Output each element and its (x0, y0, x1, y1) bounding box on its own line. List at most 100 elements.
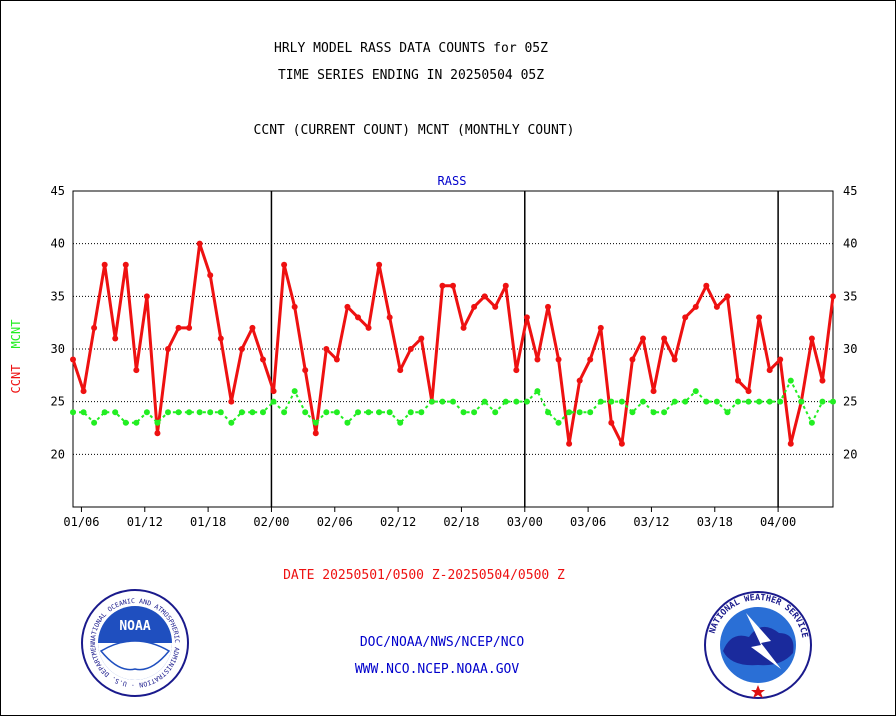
mcnt-point (608, 398, 615, 405)
ccnt-point (735, 377, 741, 384)
mcnt-point (207, 409, 214, 416)
website-link[interactable]: WWW.NCO.NCEP.NOAA.GOV (355, 662, 520, 677)
ccnt-point (80, 388, 87, 395)
mcnt-point (692, 388, 699, 395)
ccnt-point (724, 293, 731, 300)
mcnt-point (671, 398, 678, 405)
ccnt-point (418, 335, 425, 342)
ccnt-point (143, 293, 150, 300)
org-path-label: DOC/NOAA/NWS/NCEP/NCO (360, 635, 525, 650)
grid-layer (73, 243, 833, 455)
ccnt-point (576, 377, 583, 384)
mcnt-point (587, 409, 594, 416)
y-tick-label-left: 35 (51, 289, 65, 303)
ccnt-point (228, 398, 235, 405)
mcnt-point (365, 409, 372, 416)
series-layer (70, 240, 836, 447)
mcnt-point (819, 398, 826, 405)
ccnt-point (260, 356, 266, 363)
mcnt-point (597, 398, 604, 405)
mcnt-point (787, 377, 794, 384)
mcnt-point (798, 398, 805, 405)
mcnt-point (724, 409, 731, 416)
mcnt-point (513, 398, 520, 405)
ccnt-point (91, 324, 98, 331)
mcnt-point (70, 409, 76, 416)
ccnt-point (217, 335, 224, 342)
mcnt-point (112, 409, 119, 416)
date-range-label: DATE 20250501/0500 Z-20250504/0500 Z (283, 568, 565, 583)
y-tick-label-right: 25 (843, 395, 857, 409)
ccnt-point (555, 356, 562, 363)
ccnt-point (133, 367, 140, 374)
mcnt-point (270, 398, 277, 405)
ccnt-point (291, 303, 298, 310)
ccnt-point (112, 335, 119, 342)
mcnt-point (122, 419, 129, 426)
mcnt-point (407, 409, 414, 416)
ccnt-point (376, 261, 383, 268)
y-tick-label-left: 30 (51, 342, 65, 356)
mcnt-point (502, 398, 509, 405)
mcnt-point (355, 409, 361, 416)
ccnt-point (249, 324, 256, 331)
x-tick-label: 02/12 (380, 515, 416, 529)
x-tick-label: 02/06 (317, 515, 353, 529)
x-tick-label: 04/00 (760, 515, 796, 529)
ccnt-point (682, 314, 689, 321)
ccnt-point (608, 419, 615, 426)
ccnt-point (333, 356, 340, 363)
x-tick-label: 03/00 (507, 515, 543, 529)
mcnt-point (186, 409, 193, 416)
mcnt-point (323, 409, 330, 416)
ccnt-point (101, 261, 108, 268)
ccnt-point (545, 303, 551, 310)
ccnt-point (407, 346, 414, 352)
mcnt-point (428, 398, 435, 405)
chart-title-line1: HRLY MODEL RASS DATA COUNTS for 05Z (274, 41, 548, 56)
ccnt-point (302, 367, 309, 374)
mcnt-point (555, 419, 562, 426)
nws-lightning-icon (746, 613, 781, 669)
ccnt-point (492, 303, 499, 310)
mcnt-point (640, 398, 646, 405)
mcnt-point (661, 409, 668, 416)
ccnt-point (597, 324, 604, 331)
ccnt-point (629, 356, 636, 363)
mcnt-point (217, 409, 224, 416)
ccnt-point (650, 388, 657, 395)
noaa-bird-icon (99, 640, 171, 671)
mcnt-point (333, 409, 340, 416)
mcnt-point (439, 398, 446, 405)
ccnt-point (70, 356, 76, 363)
mcnt-point (756, 398, 763, 405)
ccnt-point (471, 303, 478, 310)
x-tick-label: 02/00 (253, 515, 289, 529)
ccnt-point (386, 314, 393, 321)
y-tick-label-left: 20 (51, 447, 65, 461)
ccnt-point (703, 282, 710, 289)
mcnt-point (523, 398, 530, 405)
mcnt-point (91, 419, 98, 426)
ccnt-point (365, 324, 372, 331)
mcnt-point (143, 409, 150, 416)
ccnt-point (175, 324, 182, 331)
mcnt-point (397, 419, 404, 426)
x-tick-label: 01/12 (127, 515, 163, 529)
y-tick-label-left: 45 (51, 184, 65, 198)
mcnt-point (281, 409, 288, 416)
ccnt-point (207, 272, 214, 279)
noaa-logo-text: NOAA (119, 619, 150, 634)
mcnt-point (80, 409, 87, 416)
x-tick-label: 03/06 (570, 515, 606, 529)
mcnt-point (154, 419, 161, 426)
y-tick-label-left: 25 (51, 395, 65, 409)
mcnt-point (650, 409, 657, 416)
y-tick-label-right: 20 (843, 447, 857, 461)
ccnt-point (502, 282, 509, 289)
ccnt-point (661, 335, 668, 342)
ccnt-point (312, 430, 319, 437)
mcnt-point (713, 398, 720, 405)
ccnt-point (397, 367, 404, 374)
